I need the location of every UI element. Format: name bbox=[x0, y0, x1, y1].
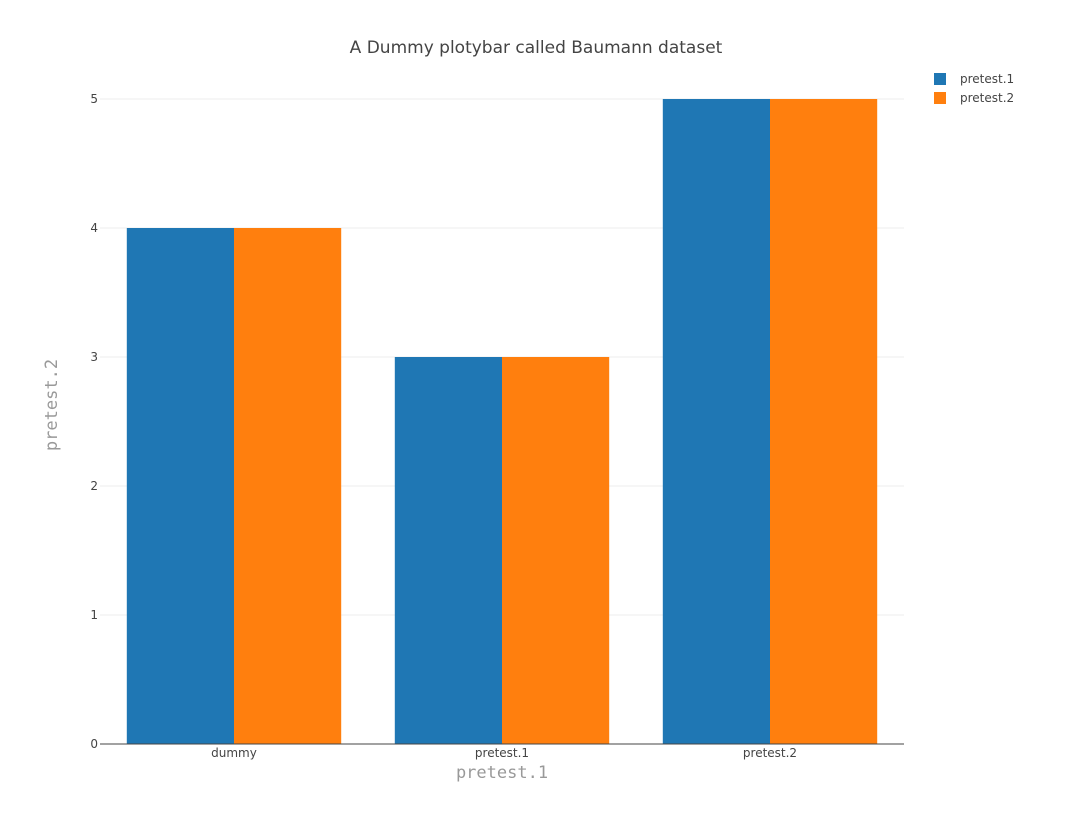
bar-pretest-1-pretest-2[interactable] bbox=[662, 99, 770, 744]
y-tick-label: 3 bbox=[90, 350, 98, 364]
x-tick-label: dummy bbox=[211, 746, 257, 760]
legend-label: pretest.2 bbox=[960, 91, 1014, 105]
y-tick-label: 0 bbox=[90, 737, 98, 751]
legend-label: pretest.1 bbox=[960, 72, 1014, 86]
bar-pretest-1-dummy[interactable] bbox=[126, 228, 234, 744]
y-tick-label: 5 bbox=[90, 92, 98, 106]
x-tick-label: pretest.1 bbox=[475, 746, 529, 760]
legend[interactable]: pretest.1 pretest.2 bbox=[934, 72, 1014, 105]
legend-swatch bbox=[934, 73, 946, 85]
y-tick-label: 1 bbox=[90, 608, 98, 622]
x-tick-labels: dummy pretest.1 pretest.2 bbox=[211, 746, 797, 760]
y-tick-label: 4 bbox=[90, 221, 98, 235]
chart-title: A Dummy plotybar called Baumann dataset bbox=[350, 38, 723, 58]
y-tick-labels: 0 1 2 3 4 5 bbox=[90, 92, 98, 751]
bar-pretest-1-pretest-1[interactable] bbox=[394, 357, 502, 744]
x-axis-title: pretest.1 bbox=[456, 763, 548, 783]
bar-pretest-2-pretest-1[interactable] bbox=[502, 357, 610, 744]
legend-swatch bbox=[934, 92, 946, 104]
bar-pretest-2-dummy[interactable] bbox=[234, 228, 342, 744]
y-axis-title: pretest.2 bbox=[42, 359, 62, 451]
bars bbox=[126, 99, 878, 744]
legend-item[interactable]: pretest.1 bbox=[934, 72, 1014, 86]
y-tick-label: 2 bbox=[90, 479, 98, 493]
x-tick-label: pretest.2 bbox=[743, 746, 797, 760]
legend-item[interactable]: pretest.2 bbox=[934, 91, 1014, 105]
bar-pretest-2-pretest-2[interactable] bbox=[770, 99, 878, 744]
